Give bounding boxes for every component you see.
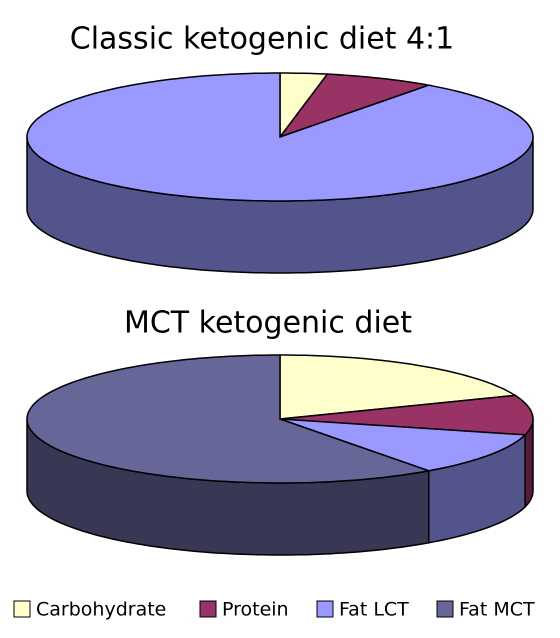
pie-slice bbox=[279, 418, 527, 472]
legend-swatch bbox=[13, 600, 31, 618]
legend-swatch bbox=[436, 600, 454, 618]
legend-swatch bbox=[199, 600, 217, 618]
legend-label: Fat LCT bbox=[339, 599, 409, 621]
legend-label: Protein bbox=[222, 599, 289, 621]
chart-title: Classic ketogenic diet 4:1 bbox=[70, 22, 454, 57]
pie-slice bbox=[26, 354, 432, 484]
chart-title: MCT ketogenic diet bbox=[124, 306, 412, 341]
legend-label: Carbohydrate bbox=[36, 599, 166, 621]
pie-slice bbox=[279, 394, 534, 436]
pie-slice bbox=[279, 354, 518, 420]
pie-slice bbox=[277, 73, 432, 139]
legend-label: Fat MCT bbox=[459, 599, 535, 621]
pie-slice bbox=[26, 72, 534, 202]
legend-swatch bbox=[316, 600, 334, 618]
